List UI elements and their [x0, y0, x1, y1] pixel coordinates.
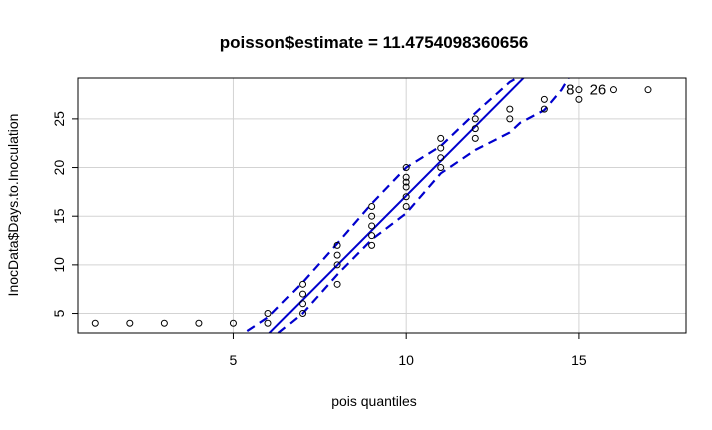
data-point — [402, 202, 410, 210]
data-point — [264, 319, 272, 327]
point-labels: 8 26 — [566, 82, 606, 99]
y-axis: 5 10 15 20 25 — [51, 111, 78, 317]
data-point — [437, 154, 445, 162]
data-point — [471, 125, 479, 133]
data-point — [471, 134, 479, 142]
data-point — [575, 95, 583, 103]
reference-line-group — [268, 78, 525, 333]
data-point — [368, 212, 376, 220]
x-tick-label: 5 — [230, 352, 238, 368]
data-point — [126, 319, 134, 327]
y-tick-label: 5 — [51, 309, 67, 317]
data-point — [540, 95, 548, 103]
data-point — [437, 164, 445, 172]
data-point — [402, 183, 410, 191]
data-point — [368, 241, 376, 249]
data-point — [437, 134, 445, 142]
data-point — [195, 319, 203, 327]
data-point — [402, 173, 410, 181]
data-point — [402, 178, 410, 186]
data-point — [506, 115, 514, 123]
x-axis: 5 10 15 — [230, 333, 587, 368]
data-point — [333, 261, 341, 269]
envelope-upper — [246, 78, 518, 333]
data-point — [299, 290, 307, 298]
data-point — [229, 319, 237, 327]
data-point — [333, 251, 341, 259]
data-point — [540, 105, 548, 113]
data-point — [368, 232, 376, 240]
y-tick-label: 10 — [51, 257, 67, 273]
data-point — [299, 300, 307, 308]
data-point — [402, 193, 410, 201]
data-point — [506, 105, 514, 113]
confidence-envelope — [246, 78, 570, 333]
data-point — [264, 310, 272, 318]
data-point — [368, 202, 376, 210]
data-point — [575, 86, 583, 94]
envelope-lower — [277, 78, 570, 333]
data-point — [299, 280, 307, 288]
y-tick-label: 20 — [51, 160, 67, 176]
data-point — [333, 241, 341, 249]
data-point — [402, 164, 410, 172]
data-point — [160, 319, 168, 327]
point-label: 26 — [590, 82, 607, 99]
data-point — [91, 319, 99, 327]
chart-title: poisson$estimate = 11.4754098360656 — [220, 33, 529, 52]
y-tick-label: 15 — [51, 208, 67, 224]
grid — [78, 78, 686, 333]
x-axis-label: pois quantiles — [331, 393, 417, 409]
y-tick-label: 25 — [51, 111, 67, 127]
data-point — [437, 144, 445, 152]
data-point — [609, 86, 617, 94]
data-point — [333, 280, 341, 288]
point-label: 8 — [566, 82, 574, 99]
plot-frame — [77, 77, 687, 334]
x-tick-label: 10 — [398, 352, 414, 368]
data-point — [299, 310, 307, 318]
data-point — [644, 86, 652, 94]
reference-line — [268, 78, 525, 333]
data-points — [91, 86, 652, 327]
data-point — [471, 115, 479, 123]
data-point — [368, 222, 376, 230]
x-tick-label: 15 — [571, 352, 587, 368]
y-axis-label: InocData$Days.to.Inoculation — [5, 114, 21, 297]
